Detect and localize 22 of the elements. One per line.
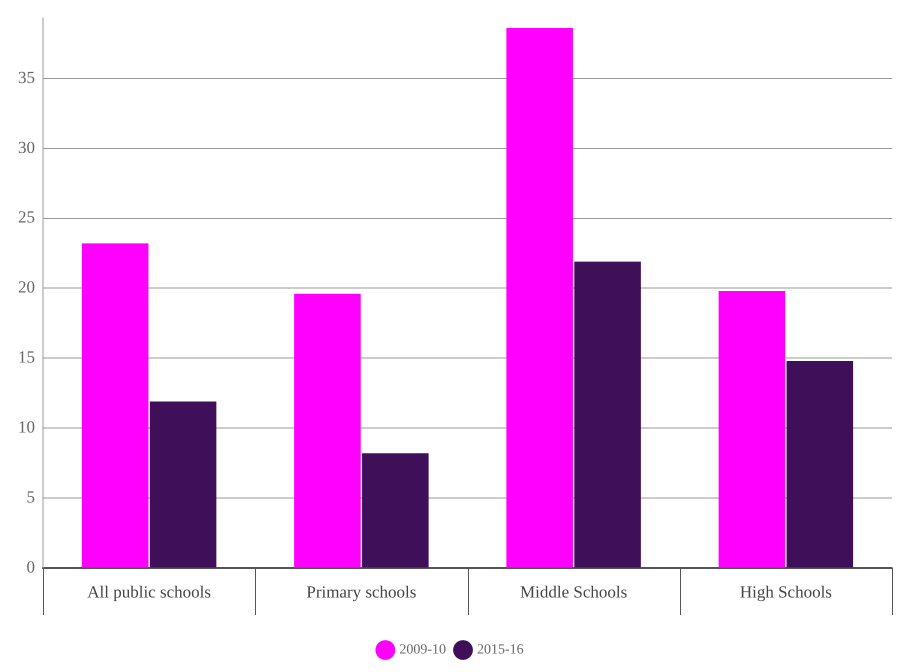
bar [294, 294, 361, 568]
bar [718, 291, 786, 568]
y-tick-label: 10 [18, 418, 35, 437]
y-tick-label: 5 [26, 488, 35, 507]
y-tick-label: 30 [18, 138, 35, 157]
legend-label: 2009-10 [399, 642, 446, 658]
y-tick-label: 20 [18, 278, 35, 297]
y-tick-label: 35 [18, 68, 35, 87]
bar [506, 28, 573, 568]
legend-label: 2015-16 [477, 642, 524, 658]
x-tick-label: Middle Schools [520, 582, 628, 602]
bar [574, 262, 641, 568]
x-tick-label: High Schools [740, 582, 832, 602]
x-tick-label: Primary schools [306, 582, 416, 602]
x-tick-label: All public schools [87, 582, 211, 602]
y-tick-label: 25 [18, 208, 35, 227]
bar [150, 402, 216, 568]
y-tick-label: 0 [26, 557, 35, 576]
bar [362, 453, 429, 568]
bar [82, 243, 148, 568]
y-tick-label: 15 [18, 348, 35, 367]
bar [786, 360, 854, 568]
